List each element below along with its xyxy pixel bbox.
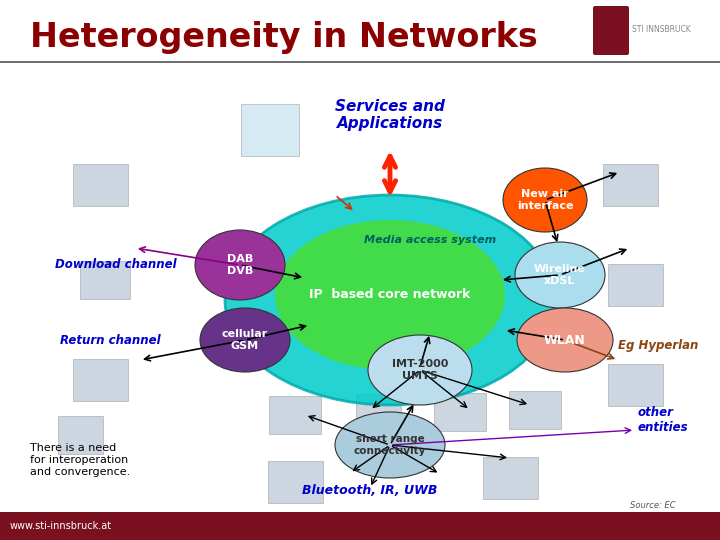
Ellipse shape — [195, 230, 285, 300]
Text: Download channel: Download channel — [55, 259, 176, 272]
Text: Wireline
xDSL: Wireline xDSL — [534, 264, 586, 286]
Ellipse shape — [225, 195, 555, 405]
Text: There is a need
for interoperation
and convergence.: There is a need for interoperation and c… — [30, 443, 130, 477]
Ellipse shape — [515, 242, 605, 308]
Bar — [241, 104, 299, 156]
Text: Source: EC: Source: EC — [630, 501, 675, 510]
Text: STI INNSBRUCK: STI INNSBRUCK — [632, 25, 690, 35]
Bar — [58, 416, 102, 454]
Text: Eg Hyperlan: Eg Hyperlan — [618, 339, 698, 352]
Bar — [73, 359, 127, 401]
FancyBboxPatch shape — [593, 6, 629, 55]
Bar — [0, 512, 720, 540]
Text: Return channel: Return channel — [60, 334, 161, 347]
Bar — [268, 461, 323, 503]
Bar — [73, 164, 127, 206]
Text: Bluetooth, IR, UWB: Bluetooth, IR, UWB — [302, 483, 438, 496]
Text: Media access system: Media access system — [364, 235, 496, 245]
Ellipse shape — [517, 308, 613, 372]
Text: IP  based core network: IP based core network — [310, 288, 471, 301]
Bar — [509, 391, 561, 429]
Ellipse shape — [275, 220, 505, 370]
Bar — [482, 457, 538, 499]
Bar — [269, 396, 321, 434]
Text: cellular
GSM: cellular GSM — [222, 329, 268, 351]
Bar — [608, 364, 662, 406]
Text: IMT-2000
UMTS: IMT-2000 UMTS — [392, 359, 448, 381]
Text: www.sti-innsbruck.at: www.sti-innsbruck.at — [10, 521, 112, 531]
Text: DAB
DVB: DAB DVB — [227, 254, 253, 276]
Text: short range
connectivity: short range connectivity — [354, 434, 426, 456]
Bar — [434, 393, 486, 431]
Bar — [608, 264, 662, 306]
Ellipse shape — [200, 308, 290, 372]
Text: New air
interface: New air interface — [517, 189, 573, 211]
Ellipse shape — [368, 335, 472, 405]
Text: WLAN: WLAN — [544, 334, 586, 347]
Bar — [80, 261, 130, 299]
Text: Heterogeneity in Networks: Heterogeneity in Networks — [30, 22, 538, 55]
Text: other
entities: other entities — [638, 406, 688, 434]
Ellipse shape — [335, 412, 445, 478]
Bar — [603, 164, 657, 206]
Text: Services and
Applications: Services and Applications — [335, 99, 445, 131]
Ellipse shape — [503, 168, 587, 232]
Bar — [356, 394, 400, 432]
